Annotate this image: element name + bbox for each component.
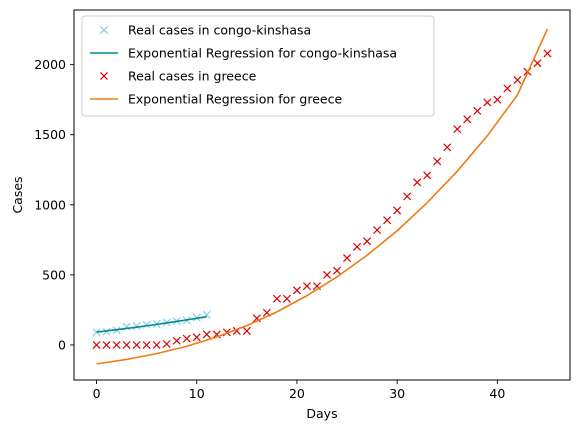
legend-label: Real cases in greece <box>128 69 257 84</box>
legend-item-exponential-regression-for-congo-kinshasa: Exponential Regression for congo-kinshas… <box>90 46 397 61</box>
data-point <box>464 116 471 123</box>
data-point <box>544 50 551 57</box>
data-point <box>133 341 140 348</box>
legend-label: Real cases in congo-kinshasa <box>128 23 311 38</box>
y-tick-label: 2000 <box>34 57 66 72</box>
data-point <box>363 238 370 245</box>
data-point <box>163 340 170 347</box>
data-point <box>353 243 360 250</box>
data-point <box>494 96 501 103</box>
legend: Real cases in congo-kinshasa Exponential … <box>82 16 434 116</box>
legend-label: Exponential Regression for congo-kinshas… <box>128 46 397 61</box>
y-tick-label: 1000 <box>34 197 66 212</box>
data-point <box>283 295 290 302</box>
data-point <box>143 341 150 348</box>
data-point <box>173 337 180 344</box>
data-point <box>103 341 110 348</box>
x-tick-label: 40 <box>489 386 505 401</box>
data-point <box>193 334 200 341</box>
data-point <box>484 99 491 106</box>
data-point <box>374 226 381 233</box>
y-axis: 0 500 1000 1500 2000 <box>34 57 74 352</box>
data-point <box>454 126 461 133</box>
data-point <box>93 341 100 348</box>
data-point <box>504 85 511 92</box>
data-point <box>293 287 300 294</box>
data-point <box>444 144 451 151</box>
x-axis: 0 10 20 30 40 <box>93 380 506 401</box>
data-point <box>343 254 350 261</box>
y-tick-label: 1500 <box>34 127 66 142</box>
data-point <box>434 158 441 165</box>
series-exponential-regression-for-congo-kinshasa <box>97 317 207 332</box>
data-point <box>474 107 481 114</box>
y-tick-label: 500 <box>42 267 66 282</box>
legend-item-real-cases-in-congo-kinshasa: Real cases in congo-kinshasa <box>100 23 311 38</box>
y-axis-label: Cases <box>10 176 25 213</box>
x-tick-label: 0 <box>93 386 101 401</box>
data-point <box>414 179 421 186</box>
x-tick-label: 20 <box>289 386 305 401</box>
data-point <box>303 282 310 289</box>
data-point <box>123 341 130 348</box>
data-point <box>333 267 340 274</box>
data-point <box>183 335 190 342</box>
data-point <box>384 217 391 224</box>
y-tick-label: 0 <box>58 337 66 352</box>
legend-item-exponential-regression-for-greece: Exponential Regression for greece <box>90 92 342 107</box>
data-point <box>273 295 280 302</box>
data-point <box>534 60 541 67</box>
data-point <box>404 193 411 200</box>
series-line-exponential-regression-for-congo-kinshasa <box>97 317 207 332</box>
data-point <box>203 331 210 338</box>
data-point <box>323 271 330 278</box>
x-tick-label: 10 <box>189 386 205 401</box>
data-point <box>153 341 160 348</box>
data-point <box>394 207 401 214</box>
series-real-cases-in-congo-kinshasa <box>93 311 210 336</box>
x-tick-label: 30 <box>389 386 405 401</box>
data-point <box>514 76 521 83</box>
data-point <box>424 172 431 179</box>
legend-label: Exponential Regression for greece <box>128 92 342 107</box>
data-point <box>243 327 250 334</box>
data-point <box>113 341 120 348</box>
x-axis-label: Days <box>306 406 337 421</box>
